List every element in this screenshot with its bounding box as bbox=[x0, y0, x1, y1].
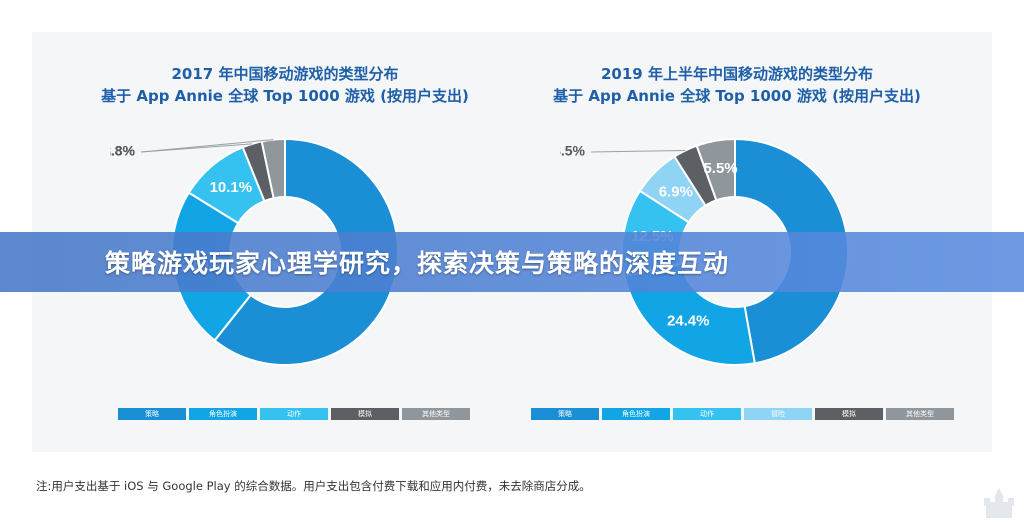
chart-2-title-line: 2019 年上半年中国移动游戏的类型分布 bbox=[601, 65, 873, 83]
leader-line bbox=[140, 139, 274, 153]
legend-item-模拟: 模拟 bbox=[331, 408, 399, 420]
data-label-其他类型: 3.3% bbox=[110, 143, 136, 159]
legend-item-角色扮演: 角色扮演 bbox=[602, 408, 670, 420]
chart-2-subtitle: 基于 App Annie 全球 Top 1000 游戏 (按用户支出) bbox=[553, 87, 921, 105]
legend-item-其他类型: 其他类型 bbox=[402, 408, 470, 420]
data-label-冒险: 6.9% bbox=[659, 183, 693, 200]
data-label-角色扮演: 24.4% bbox=[667, 313, 710, 330]
footnote: 注:用户支出基于 iOS 与 Google Play 的综合数据。用户支出包含付… bbox=[36, 479, 591, 493]
data-label-动作: 10.1% bbox=[210, 179, 253, 196]
data-label-其他类型: 5.5% bbox=[703, 160, 737, 177]
title-banner: 策略游戏玩家心理学研究，探索决策与策略的深度互动 bbox=[0, 232, 1024, 292]
legend-item-其他类型: 其他类型 bbox=[886, 408, 954, 420]
leader-line bbox=[590, 150, 686, 153]
data-label-模拟: 3.5% bbox=[560, 143, 586, 159]
legend-item-策略: 策略 bbox=[531, 408, 599, 420]
legend-item-策略: 策略 bbox=[118, 408, 186, 420]
legend-item-角色扮演: 角色扮演 bbox=[189, 408, 257, 420]
chart-1-legend: 策略 角色扮演 动作 模拟 其他类型 bbox=[118, 408, 470, 420]
banner-title: 策略游戏玩家心理学研究，探索决策与策略的深度互动 bbox=[105, 249, 730, 278]
legend-item-动作: 动作 bbox=[673, 408, 741, 420]
legend-item-模拟: 模拟 bbox=[815, 408, 883, 420]
data-label-模拟: 2.8% bbox=[110, 143, 136, 159]
chart-1-subtitle: 基于 App Annie 全球 Top 1000 游戏 (按用户支出) bbox=[101, 87, 469, 105]
castle-watermark-icon bbox=[984, 488, 1014, 518]
chart-2-title: 2019 年上半年中国移动游戏的类型分布 基于 App Annie 全球 Top… bbox=[527, 63, 947, 107]
donut-slice-其他类型 bbox=[695, 137, 736, 202]
chart-1-title: 2017 年中国移动游戏的类型分布 基于 App Annie 全球 Top 10… bbox=[75, 63, 495, 107]
legend-item-动作: 动作 bbox=[260, 408, 328, 420]
legend-item-冒险: 冒险 bbox=[744, 408, 812, 420]
chart-2-legend: 策略 角色扮演 动作 冒险 模拟 其他类型 bbox=[531, 408, 954, 420]
chart-1-title-line: 2017 年中国移动游戏的类型分布 bbox=[171, 65, 399, 83]
